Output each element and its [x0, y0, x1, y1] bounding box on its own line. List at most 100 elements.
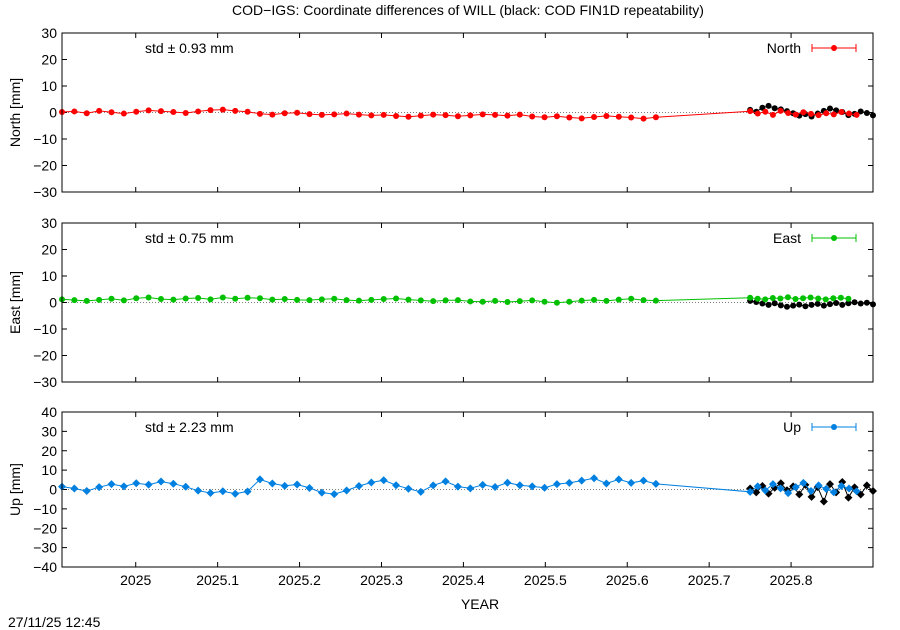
repeatability-point: [790, 302, 797, 309]
series-point: [442, 297, 449, 304]
series-point: [219, 106, 226, 113]
series-point: [120, 110, 127, 117]
series-point: [71, 297, 78, 304]
series-point: [219, 294, 226, 301]
series-point: [479, 111, 486, 118]
x-tick-label: 2025.8: [770, 572, 813, 588]
repeatability-point: [826, 105, 833, 112]
y-tick-label: 20: [41, 443, 57, 459]
repeatability-point: [851, 299, 858, 306]
series-point: [218, 487, 227, 496]
plot-frame: [61, 411, 874, 568]
series-point: [145, 294, 152, 301]
series-point: [96, 107, 103, 114]
series-point: [515, 481, 524, 490]
series-point: [466, 484, 475, 493]
repeatability-point: [819, 497, 828, 506]
series-point: [791, 483, 800, 492]
series-point: [814, 481, 823, 490]
chart-title: COD−IGS: Coordinate differences of WILL …: [232, 2, 704, 18]
series-point: [156, 477, 165, 486]
series-point: [170, 108, 177, 115]
series-point: [838, 108, 845, 115]
series-point: [590, 474, 599, 483]
series-point: [207, 107, 214, 114]
series-point: [806, 487, 815, 496]
series-point: [293, 480, 302, 489]
series-point: [784, 294, 791, 301]
std-annotation: std ± 2.23 mm: [145, 419, 234, 435]
legend-label: East: [773, 230, 801, 246]
y-tick-label: 10: [41, 462, 57, 478]
y-axis-label: East [mm]: [7, 271, 23, 334]
series-point: [430, 111, 437, 118]
y-tick-label: −10: [33, 321, 57, 337]
chart-panels: 30 20 10 0 −10 −20 −30 North [mm] std ± 0.93 mm N…: [7, 25, 877, 588]
series-point: [108, 109, 115, 116]
y-tick-label: 40: [41, 404, 57, 420]
series-point: [82, 487, 91, 496]
y-tick-label: 20: [41, 242, 57, 258]
series-point: [342, 486, 351, 495]
series-point: [830, 295, 837, 302]
series-point: [207, 296, 214, 303]
series-point: [133, 108, 140, 115]
series-point: [754, 295, 761, 302]
repeatability-point: [814, 300, 821, 307]
series-point: [256, 110, 263, 117]
series-point: [852, 487, 861, 496]
repeatability-point: [857, 300, 864, 307]
series-point: [591, 114, 598, 121]
series-point: [95, 483, 104, 492]
series-point: [776, 484, 785, 493]
y-tick-label: −30: [33, 184, 57, 200]
series-point: [652, 297, 659, 304]
series-point: [800, 295, 807, 302]
series-point: [417, 297, 424, 304]
series-point: [170, 296, 177, 303]
std-annotation: std ± 0.75 mm: [145, 230, 234, 246]
series-point: [565, 478, 574, 487]
series-point: [454, 297, 461, 304]
series-point: [785, 110, 792, 117]
series-point: [777, 295, 784, 302]
y-tick-label: −20: [33, 520, 57, 536]
series-point: [615, 296, 622, 303]
repeatability-point: [771, 300, 778, 307]
series-point: [367, 478, 376, 487]
x-tick-label: 2025.3: [360, 572, 403, 588]
series-point: [145, 107, 152, 114]
series-point: [195, 108, 202, 115]
series-point: [503, 478, 512, 487]
repeatability-point: [857, 108, 864, 115]
legend-marker: [831, 45, 837, 51]
y-tick-label: −20: [33, 348, 57, 364]
series-point: [442, 112, 449, 119]
series-point: [614, 475, 623, 484]
series-point: [119, 482, 128, 491]
series-point: [822, 484, 831, 493]
series-point: [467, 298, 474, 305]
series-point: [578, 297, 585, 304]
y-tick-label: −30: [33, 540, 57, 556]
series-point: [552, 480, 561, 489]
series-point: [430, 298, 437, 305]
series-point: [837, 482, 846, 491]
series-point: [181, 482, 190, 491]
series-point: [244, 294, 251, 301]
series-point: [182, 110, 189, 117]
repeatability-point: [776, 479, 785, 488]
series-point: [318, 296, 325, 303]
series-point: [603, 297, 610, 304]
series-point: [195, 294, 202, 301]
x-tick-label: 2025.7: [688, 572, 731, 588]
series-point: [762, 296, 769, 303]
repeatability-point: [759, 300, 766, 307]
series-point: [429, 481, 438, 490]
series-point: [762, 108, 769, 115]
series-point: [540, 483, 549, 492]
series-point: [815, 295, 822, 302]
series-point: [231, 489, 240, 498]
series-line: [61, 477, 857, 495]
